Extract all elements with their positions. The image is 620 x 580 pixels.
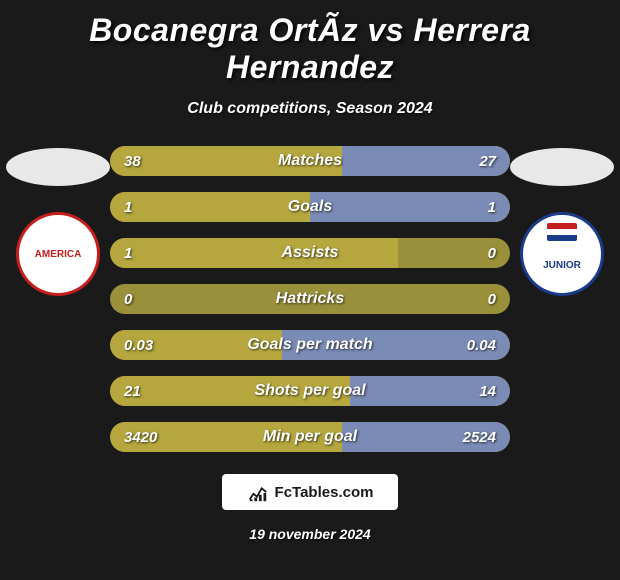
subtitle: Club competitions, Season 2024 [187,100,432,118]
stat-row: 3420Min per goal2524 [110,422,510,452]
stat-row: 0Hattricks0 [110,284,510,314]
stat-bars: 38Matches271Goals11Assists00Hattricks00.… [110,146,510,452]
stat-label: Goals [110,198,510,216]
stat-label: Matches [110,152,510,170]
stat-value-right: 14 [479,383,496,400]
page-title: Bocanegra OrtÃz vs Herrera Hernandez [8,12,612,86]
stat-row: 1Assists0 [110,238,510,268]
right-team-badge: JUNIOR [520,212,604,296]
stat-value-right: 2524 [463,429,496,446]
stat-value-right: 1 [488,199,496,216]
stat-value-right: 0 [488,291,496,308]
stat-label: Goals per match [110,336,510,354]
stat-value-right: 27 [479,153,496,170]
right-player-column: JUNIOR [510,146,614,296]
brand-text: FcTables.com [275,484,374,501]
stat-row: 21Shots per goal14 [110,376,510,406]
brand-badge: FcTables.com [222,474,398,510]
left-team-badge-text: AMERICA [35,249,82,260]
chart-icon [247,481,269,503]
stat-label: Hattricks [110,290,510,308]
stat-label: Assists [110,244,510,262]
stat-row: 0.03Goals per match0.04 [110,330,510,360]
left-player-placeholder [6,148,110,186]
stat-value-right: 0 [488,245,496,262]
comparison-section: AMERICA 38Matches271Goals11Assists00Hatt… [8,146,612,452]
left-team-badge: AMERICA [16,212,100,296]
stat-label: Min per goal [110,428,510,446]
stat-row: 1Goals1 [110,192,510,222]
date-text: 19 november 2024 [249,526,370,542]
stat-row: 38Matches27 [110,146,510,176]
stat-label: Shots per goal [110,382,510,400]
right-team-badge-text: JUNIOR [543,260,581,271]
right-player-placeholder [510,148,614,186]
stat-value-right: 0.04 [467,337,496,354]
left-player-column: AMERICA [6,146,110,296]
